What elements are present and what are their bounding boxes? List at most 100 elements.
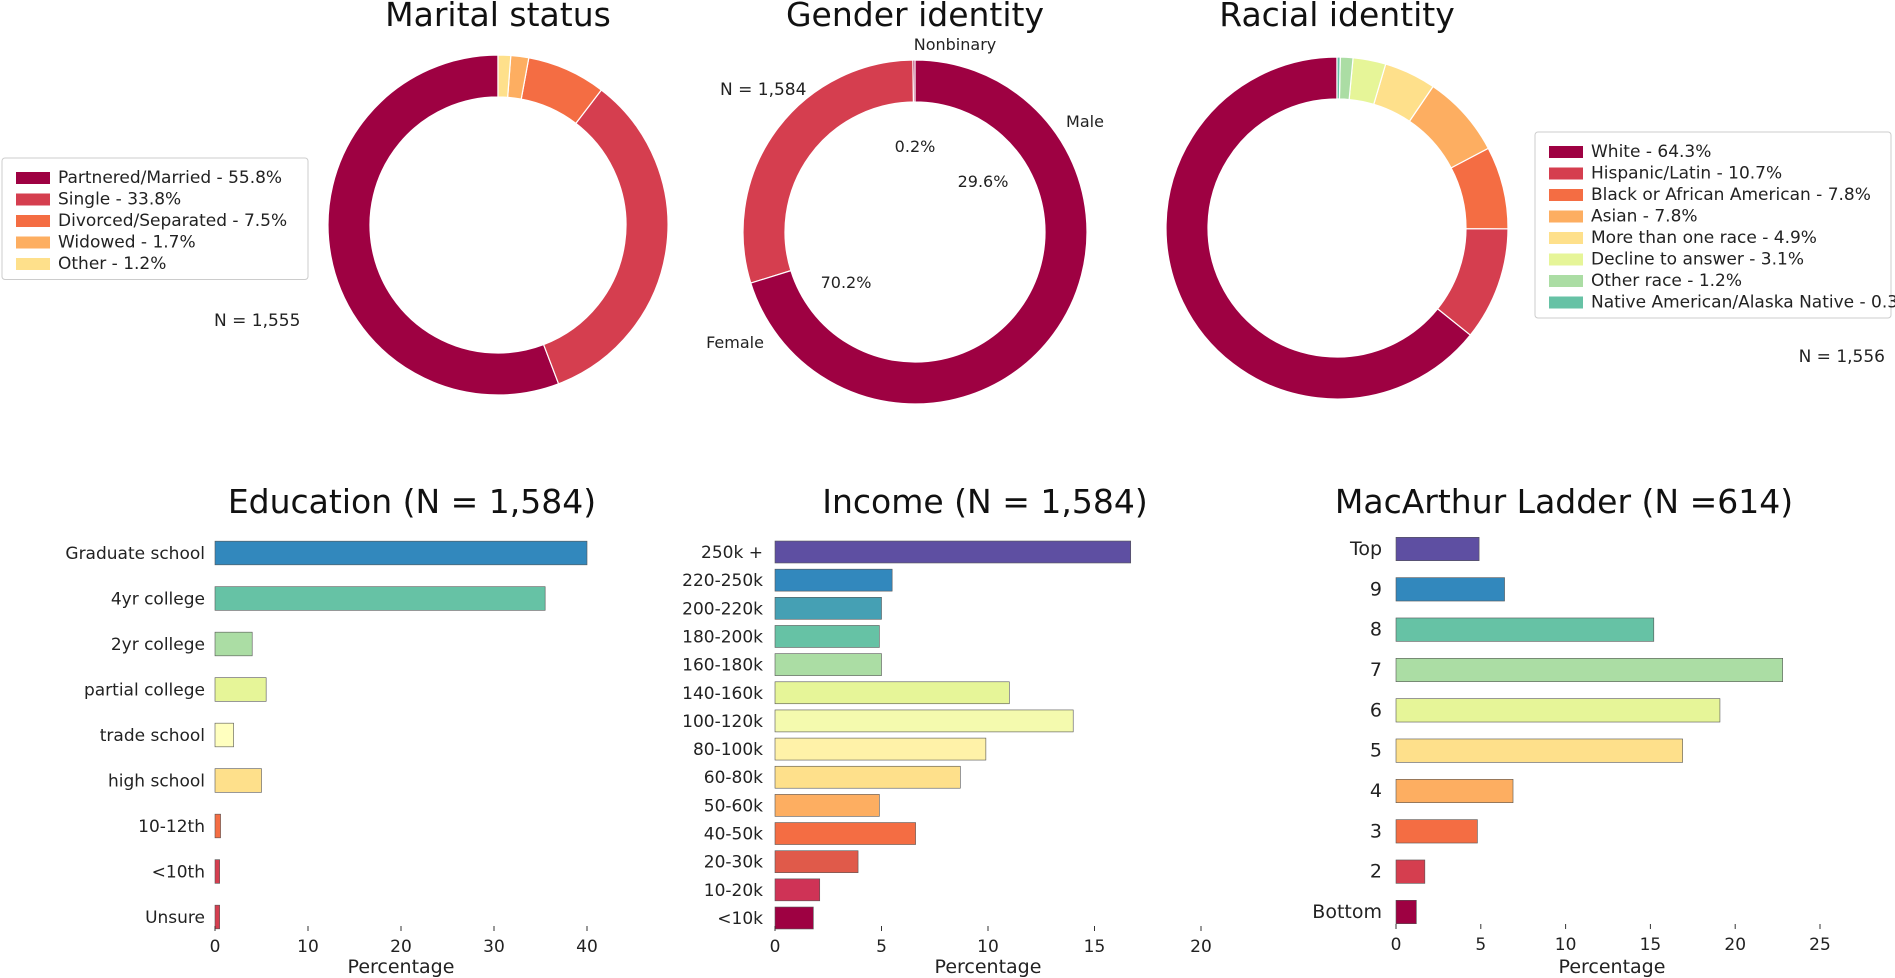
legend-entry: Asian - 7.8%	[1591, 207, 1698, 227]
x-axis-label: Percentage	[935, 956, 1042, 978]
category-label: 4yr college	[111, 590, 205, 610]
sample-size-label: N = 1,555	[214, 311, 300, 331]
slice-label-male: Male	[1066, 112, 1104, 131]
category-label: 180-200k	[682, 627, 763, 647]
legend-entry: Black or African American - 7.8%	[1591, 185, 1871, 205]
bar-250k	[774, 540, 1132, 564]
legend-swatch	[16, 172, 50, 184]
category-label: 3	[1370, 820, 1382, 842]
bar-graduate-school	[214, 540, 588, 566]
slice-male	[742, 59, 914, 284]
slice-single	[542, 89, 669, 385]
bar-160-180k	[774, 653, 882, 676]
slice-native-american-alaska-native	[1336, 56, 1341, 100]
marital-status-chart: Marital status Partnered/Married - 55.8%S…	[1, 0, 669, 396]
bar-3	[1395, 819, 1478, 844]
chart-title: Income (N = 1,584)	[822, 482, 1147, 521]
bar-10th	[214, 859, 220, 884]
legend-swatch	[1549, 296, 1583, 309]
legend-swatch	[1549, 253, 1583, 266]
category-label: 8	[1370, 619, 1382, 641]
bar-10-20k	[774, 878, 821, 902]
x-tick-label: 15	[1640, 935, 1662, 955]
bar-unsure	[214, 904, 220, 930]
x-tick-label: 25	[1809, 935, 1831, 955]
legend-swatch	[1549, 232, 1583, 244]
slice-decline-to-answer	[1348, 57, 1387, 106]
bar-10k	[774, 906, 814, 930]
bar-20-30k	[774, 850, 859, 873]
bar-7	[1395, 658, 1783, 682]
bar-2yr-college	[214, 631, 253, 657]
x-tick-label: 40	[576, 937, 598, 957]
category-label: 220-250k	[682, 571, 763, 591]
chart-title: Education (N = 1,584)	[228, 482, 596, 521]
category-label: Unsure	[145, 908, 205, 928]
chart-title: Gender identity	[786, 0, 1044, 34]
category-label: 80-100k	[693, 740, 763, 760]
bar-200-220k	[774, 597, 882, 620]
slice-divorced-separated	[520, 57, 603, 125]
x-axis-label: Percentage	[1559, 956, 1666, 978]
chart-title: MacArthur Ladder (N =614)	[1335, 482, 1793, 521]
x-tick-label: 20	[1190, 937, 1212, 957]
legend-swatch	[1549, 189, 1583, 201]
legend: Partnered/Married - 55.8%Single - 33.8%D…	[1, 157, 309, 280]
bar-4yr-college	[214, 586, 546, 611]
x-tick-label: 15	[1084, 937, 1106, 957]
category-label: 7	[1370, 659, 1382, 681]
bar-50-60k	[774, 794, 880, 817]
bar-4	[1395, 779, 1514, 803]
category-label: 160-180k	[682, 656, 763, 676]
bar-bottom	[1395, 900, 1417, 924]
slice-hispanic-latin	[1436, 228, 1509, 336]
legend-swatch	[1549, 167, 1583, 180]
bar-60-80k	[774, 765, 961, 789]
x-tick-label: 5	[1475, 935, 1486, 955]
legend-entry: Other race - 1.2%	[1591, 271, 1742, 291]
sample-size-label: N = 1,584	[720, 80, 806, 100]
x-tick-label: 10	[977, 937, 999, 957]
legend-entry: White - 64.3%	[1591, 142, 1711, 162]
bar-8	[1395, 617, 1655, 642]
category-label: 2yr college	[111, 635, 205, 655]
category-label: partial college	[84, 681, 205, 701]
education-chart: Education (N = 1,584) Graduate school 4yr …	[65, 482, 597, 978]
x-tick-label: 0	[210, 937, 221, 957]
category-label: Graduate school	[65, 544, 205, 564]
chart-title: Racial identity	[1219, 0, 1455, 34]
legend-entry: Widowed - 1.7%	[58, 233, 196, 253]
slice-other	[497, 54, 512, 99]
slice-label-female: Female	[706, 333, 764, 352]
category-label: 10-20k	[704, 881, 763, 901]
pct-label-nonbinary: 0.2%	[895, 137, 936, 156]
legend-frame	[1, 157, 309, 280]
legend-swatch	[16, 236, 50, 249]
legend-entry: Native American/Alaska Native - 0.3%	[1591, 293, 1895, 313]
bar-partial-college	[214, 677, 267, 702]
x-tick-label: 20	[390, 937, 412, 957]
bar-top	[1395, 537, 1480, 561]
legend-frame	[1534, 131, 1892, 319]
legend-swatch	[1549, 210, 1583, 223]
bar-10-12th	[214, 813, 221, 839]
racial-identity-chart: Racial identity White - 64.3%Hispanic/Lat…	[1165, 0, 1895, 400]
slice-more-than-one-race	[1372, 63, 1434, 123]
legend-entry: Divorced/Separated - 7.5%	[58, 211, 287, 231]
slice-white	[1165, 56, 1472, 400]
category-label: high school	[108, 772, 205, 792]
bar-220-250k	[774, 568, 893, 592]
category-label: 10-12th	[138, 817, 205, 837]
category-label: trade school	[100, 726, 205, 746]
category-label: 140-160k	[682, 684, 763, 704]
bar-high-school	[214, 768, 262, 793]
sample-size-label: N = 1,556	[1799, 347, 1885, 367]
legend-swatch	[1549, 275, 1583, 287]
legend-swatch	[16, 258, 50, 270]
category-label: 60-80k	[704, 768, 763, 788]
bar-9	[1395, 577, 1505, 602]
legend-swatch	[1549, 146, 1583, 158]
bar-180-200k	[774, 625, 880, 648]
bar-5	[1395, 738, 1683, 763]
